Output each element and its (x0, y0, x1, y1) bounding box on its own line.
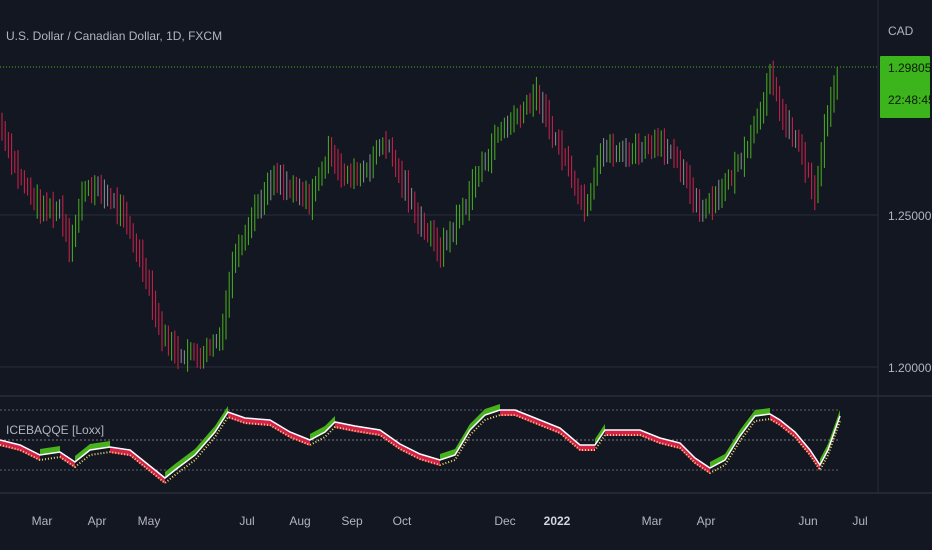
price-tick-2: 1.20000 (888, 361, 932, 375)
time-label-jul: Jul (239, 514, 254, 528)
indicator-fill-segment (595, 424, 605, 445)
indicator-fill-segment (515, 410, 535, 424)
time-label-sep: Sep (341, 514, 363, 528)
time-label-mar: Mar (32, 514, 53, 528)
symbol-title[interactable]: U.S. Dollar / Canadian Dollar, 1D, FXCM (6, 29, 222, 43)
indicator-label[interactable]: ICEBAQQE [Loxx] (6, 423, 104, 437)
price-bars (1, 60, 838, 372)
indicator-fill-segment (215, 406, 228, 432)
time-label-dec: Dec (494, 514, 515, 528)
indicator-fill-segment (725, 430, 740, 460)
indicator-fill-segment (455, 424, 470, 455)
time-axis: Mar Apr May Jul Aug Sep Oct Dec 2022 Mar… (32, 514, 868, 528)
indicator-fill-segment (195, 426, 215, 455)
indicator-fill-segment (270, 420, 290, 438)
indicator-fill-segment (355, 426, 380, 436)
time-label-jul-2022: Jul (852, 514, 867, 528)
price-tick-1: 1.25000 (888, 209, 932, 223)
indicator-fill-segment (470, 409, 485, 430)
indicator-fill-segment (165, 464, 175, 478)
time-label-2022: 2022 (544, 514, 571, 528)
indicator-fill-segment (175, 449, 195, 470)
indicator-fill-segment (20, 445, 40, 461)
time-label-apr-2022: Apr (697, 514, 716, 528)
indicator-fill-segment (440, 449, 455, 460)
indicator-signal-line (0, 414, 841, 485)
indicator-fill-segment (60, 452, 75, 468)
indicator-fill-segment (75, 444, 90, 462)
indicator-fill-segment (335, 422, 355, 432)
indicator-fill-segment (770, 414, 780, 426)
last-price-value: 1.29805 (888, 61, 932, 75)
indicator-fill-segment (695, 458, 710, 474)
time-label-apr: Apr (88, 514, 107, 528)
time-label-mar-2022: Mar (642, 514, 663, 528)
last-price-badge: 1.29805 22:48:45 (880, 56, 932, 118)
time-label-jun-2022: Jun (798, 514, 817, 528)
indicator-fill-segment (380, 430, 400, 450)
indicator-fill-segment (795, 432, 810, 456)
indicator-fill-segment (640, 430, 660, 444)
indicator-fill-segment (485, 404, 500, 415)
time-label-aug: Aug (289, 514, 310, 528)
indicator-fill-segment (325, 416, 335, 432)
indicator-main-line (0, 409, 841, 479)
indicator-pane (0, 404, 841, 485)
indicator-fill-segment (740, 410, 755, 436)
time-label-may: May (138, 514, 161, 528)
currency-label: CAD (888, 24, 914, 38)
bar-countdown: 22:48:45 (888, 93, 932, 107)
indicator-fill-segment (710, 454, 725, 468)
price-grid (0, 214, 878, 368)
indicator-fill-segment (310, 426, 325, 440)
time-label-oct: Oct (393, 514, 412, 528)
